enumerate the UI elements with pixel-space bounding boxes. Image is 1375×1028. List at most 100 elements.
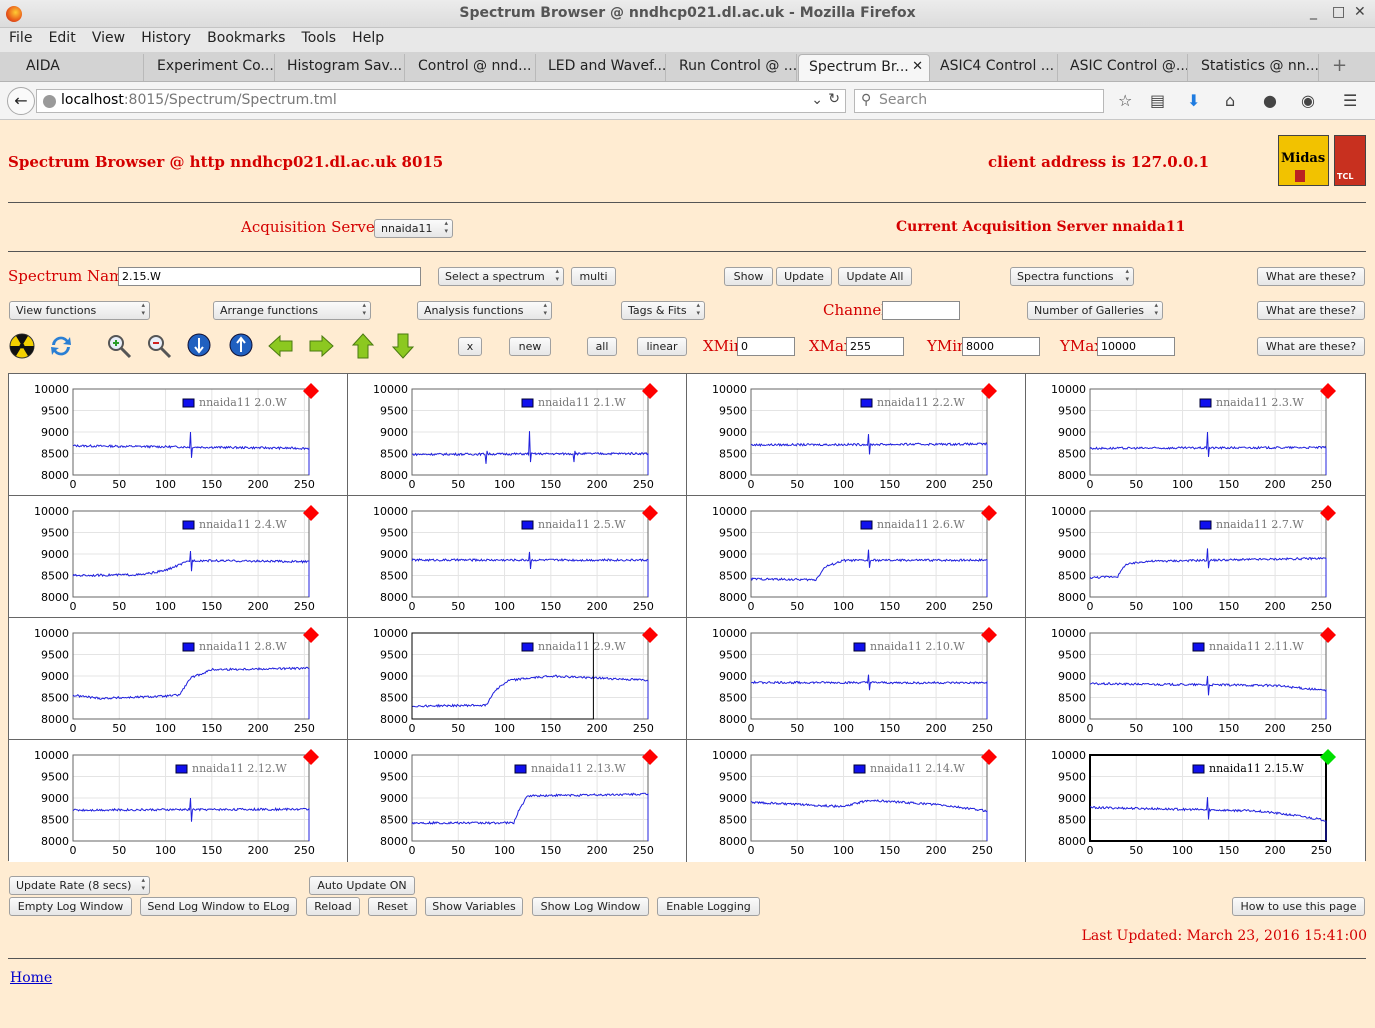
menu-bookmarks[interactable]: Bookmarks bbox=[207, 30, 286, 46]
zoom-in-icon[interactable] bbox=[105, 332, 133, 360]
auto-update-button[interactable]: Auto Update ON bbox=[309, 876, 415, 895]
bookmarks-list-icon[interactable]: ▤ bbox=[1150, 91, 1166, 110]
tags-fits-dropdown[interactable]: Tags & Fits bbox=[621, 301, 705, 320]
tab-statistics[interactable]: Statistics @ nn... bbox=[1191, 54, 1319, 81]
acquisition-server-select[interactable]: nnaida11 bbox=[374, 219, 453, 238]
status-marker[interactable] bbox=[981, 505, 997, 521]
spectrum-panel[interactable]: 10000 9500 9000 8500 8000 0 50 100 150 200 250 nnai… bbox=[348, 740, 687, 862]
ymax-input[interactable]: 10000 bbox=[1097, 337, 1175, 356]
home-icon[interactable]: ⌂ bbox=[1225, 91, 1236, 110]
new-button[interactable]: new bbox=[509, 337, 551, 356]
tab-asic-control[interactable]: ASIC Control @... bbox=[1060, 54, 1188, 81]
status-marker[interactable] bbox=[981, 383, 997, 399]
status-marker[interactable] bbox=[642, 627, 658, 643]
send-log-to-elog-button[interactable]: Send Log Window to ELog bbox=[140, 897, 297, 916]
spectrum-panel[interactable]: 10000 9500 9000 8500 8000 0 50 100 150 200 250 nnai… bbox=[687, 618, 1026, 740]
spectrum-panel[interactable]: 10000 9500 9000 8500 8000 0 50 100 150 200 250 nnai… bbox=[9, 496, 348, 618]
status-marker[interactable] bbox=[1320, 505, 1336, 521]
radiation-icon[interactable] bbox=[8, 332, 36, 360]
tab-asic4-control[interactable]: ASIC4 Control ... bbox=[930, 54, 1058, 81]
all-button[interactable]: all bbox=[587, 337, 617, 356]
spectrum-panel[interactable]: 10000 9500 9000 8500 8000 0 50 100 150 200 250 nnai… bbox=[9, 740, 348, 862]
tab-aida[interactable]: AIDA bbox=[16, 54, 144, 81]
analysis-functions-dropdown[interactable]: Analysis functions bbox=[417, 301, 552, 320]
status-marker[interactable] bbox=[1320, 383, 1336, 399]
tab-experiment-control[interactable]: Experiment Co... bbox=[147, 54, 275, 81]
multi-button[interactable]: multi bbox=[571, 267, 616, 286]
status-marker[interactable] bbox=[642, 505, 658, 521]
help-button-2[interactable]: What are these? bbox=[1257, 301, 1365, 320]
update-button[interactable]: Update bbox=[776, 267, 832, 286]
downloads-icon[interactable]: ⬇ bbox=[1187, 91, 1201, 110]
reset-button[interactable]: Reset bbox=[368, 897, 417, 916]
view-functions-dropdown[interactable]: View functions bbox=[9, 301, 150, 320]
reload-icon[interactable]: ↻ bbox=[828, 91, 840, 107]
window-close-button[interactable]: ✕ bbox=[1354, 4, 1366, 20]
channel-input[interactable] bbox=[882, 301, 960, 320]
menu-edit[interactable]: Edit bbox=[48, 30, 76, 46]
spectrum-panel[interactable]: 10000 9500 9000 8500 8000 0 50 100 150 200 250 nnai… bbox=[1026, 740, 1365, 862]
arrow-up-icon[interactable] bbox=[349, 332, 377, 360]
update-rate-dropdown[interactable]: Update Rate (8 secs) bbox=[9, 876, 150, 895]
number-of-galleries-dropdown[interactable]: Number of Galleries bbox=[1027, 301, 1163, 320]
network-icon[interactable]: ◉ bbox=[1301, 91, 1315, 110]
spectra-functions-dropdown[interactable]: Spectra functions bbox=[1010, 267, 1134, 286]
tab-control[interactable]: Control @ nnd... bbox=[408, 54, 536, 81]
zoom-out-icon[interactable] bbox=[145, 332, 173, 360]
spectrum-panel[interactable]: 10000 9500 9000 8500 8000 0 50 100 150 200 250 nnai… bbox=[687, 374, 1026, 496]
bookmark-star-icon[interactable]: ☆ bbox=[1118, 91, 1133, 110]
spectrum-panel[interactable]: 10000 9500 9000 8500 8000 0 50 100 150 200 250 nnai… bbox=[9, 618, 348, 740]
maximize-button[interactable]: □ bbox=[1332, 4, 1346, 20]
hamburger-menu-icon[interactable]: ☰ bbox=[1343, 91, 1358, 110]
status-marker[interactable] bbox=[981, 627, 997, 643]
select-spectrum-dropdown[interactable]: Select a spectrum bbox=[438, 267, 564, 286]
xmin-input[interactable]: 0 bbox=[737, 337, 795, 356]
new-tab-button[interactable]: + bbox=[1332, 55, 1348, 76]
empty-log-window-button[interactable]: Empty Log Window bbox=[9, 897, 132, 916]
menu-view[interactable]: View bbox=[91, 30, 126, 46]
chevron-down-icon[interactable]: ⌄ bbox=[811, 92, 823, 108]
status-marker[interactable] bbox=[642, 749, 658, 765]
spectrum-panel[interactable]: 10000 9500 9000 8500 8000 0 50 100 150 200 250 nnai… bbox=[1026, 496, 1365, 618]
tab-spectrum-browser[interactable]: Spectrum Br... ✕ bbox=[798, 54, 930, 81]
arrow-down-circle-icon[interactable] bbox=[186, 332, 214, 360]
show-button[interactable]: Show bbox=[724, 267, 773, 286]
update-all-button[interactable]: Update All bbox=[838, 267, 912, 286]
show-log-window-button[interactable]: Show Log Window bbox=[532, 897, 649, 916]
tab-led-waveform[interactable]: LED and Wavef... bbox=[538, 54, 666, 81]
menu-help[interactable]: Help bbox=[352, 30, 385, 46]
status-marker[interactable] bbox=[1320, 749, 1336, 765]
spectrum-panel[interactable]: 10000 9500 9000 8500 8000 0 50 100 150 200 250 nnai… bbox=[348, 496, 687, 618]
help-button-1[interactable]: What are these? bbox=[1257, 267, 1365, 286]
tab-close-icon[interactable]: ✕ bbox=[912, 59, 923, 74]
spectrum-panel[interactable]: 10000 9500 9000 8500 8000 0 50 100 150 200 250 nnai… bbox=[9, 374, 348, 496]
back-button[interactable]: ← bbox=[7, 87, 35, 115]
minimize-button[interactable]: _ bbox=[1310, 4, 1317, 20]
chat-icon[interactable]: ● bbox=[1263, 91, 1277, 110]
spectrum-panel[interactable]: 10000 9500 9000 8500 8000 0 50 100 150 200 250 nnai… bbox=[1026, 374, 1365, 496]
ymin-input[interactable]: 8000 bbox=[962, 337, 1040, 356]
spectrum-panel[interactable]: 10000 9500 9000 8500 8000 0 50 100 150 200 250 nnai… bbox=[1026, 618, 1365, 740]
spectrum-name-input[interactable]: 2.15.W bbox=[118, 267, 421, 286]
status-marker[interactable] bbox=[303, 383, 319, 399]
arrow-right-icon[interactable] bbox=[307, 332, 335, 360]
status-marker[interactable] bbox=[303, 627, 319, 643]
refresh-icon[interactable] bbox=[47, 332, 75, 360]
status-marker[interactable] bbox=[642, 383, 658, 399]
home-link[interactable]: Home bbox=[10, 970, 53, 986]
spectrum-panel[interactable]: 10000 9500 9000 8500 8000 0 50 100 150 200 250 nnai… bbox=[348, 618, 687, 740]
x-button[interactable]: x bbox=[458, 337, 482, 356]
spectrum-panel[interactable]: 10000 9500 9000 8500 8000 0 50 100 150 200 250 nnai… bbox=[687, 740, 1026, 862]
status-marker[interactable] bbox=[981, 749, 997, 765]
linear-button[interactable]: linear bbox=[637, 337, 687, 356]
tab-histogram-save[interactable]: Histogram Sav... bbox=[277, 54, 405, 81]
status-marker[interactable] bbox=[303, 505, 319, 521]
enable-logging-button[interactable]: Enable Logging bbox=[657, 897, 760, 916]
status-marker[interactable] bbox=[303, 749, 319, 765]
reload-button[interactable]: Reload bbox=[306, 897, 360, 916]
search-input[interactable]: ⚲ Search bbox=[854, 89, 1104, 113]
how-to-use-button[interactable]: How to use this page bbox=[1232, 897, 1365, 916]
show-variables-button[interactable]: Show Variables bbox=[425, 897, 523, 916]
url-bar[interactable]: localhost:8015/Spectrum/Spectrum.tml ⌄ ↻ bbox=[36, 89, 846, 113]
status-marker[interactable] bbox=[1320, 627, 1336, 643]
